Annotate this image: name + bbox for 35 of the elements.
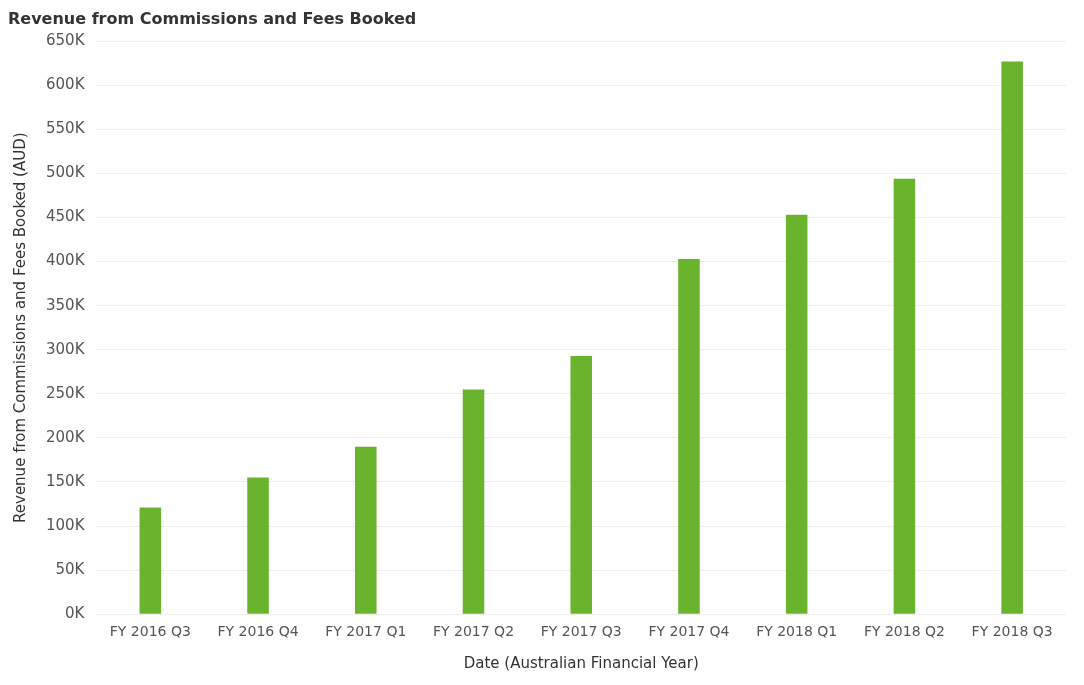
y-tick-label: 100K: [46, 515, 86, 534]
y-tick-label: 50K: [55, 560, 86, 579]
y-tick-label: 550K: [46, 119, 86, 138]
y-tick-label: 400K: [46, 251, 86, 270]
y-tick-label: 650K: [46, 31, 86, 50]
y-tick-label: 600K: [46, 75, 86, 94]
x-tick-label: FY 2016 Q3: [109, 623, 191, 640]
y-tick-label: 350K: [46, 295, 86, 314]
y-tick-label: 500K: [46, 163, 86, 182]
x-tick-label: FY 2017 Q1: [325, 623, 407, 640]
bar: [893, 178, 916, 614]
bar: [139, 507, 162, 614]
y-tick-label: 0K: [65, 604, 86, 623]
bar: [355, 446, 377, 614]
bar: [570, 355, 593, 614]
bar: [1001, 61, 1023, 614]
x-tick-label: FY 2018 Q1: [756, 623, 838, 640]
y-tick-label: 150K: [46, 471, 86, 490]
bar: [678, 258, 700, 614]
y-tick-label: 450K: [46, 207, 86, 226]
x-tick-label: FY 2018 Q2: [863, 623, 945, 640]
bar: [247, 477, 269, 614]
x-tick-label: FY 2016 Q4: [217, 623, 299, 640]
x-tick-label: FY 2018 Q3: [971, 623, 1053, 640]
y-tick-label: 300K: [46, 339, 86, 358]
x-tick-label: FY 2017 Q4: [648, 623, 730, 640]
x-tick-label: FY 2017 Q2: [432, 623, 515, 640]
bar: [785, 214, 808, 614]
x-tick-label: FY 2017 Q3: [540, 623, 622, 640]
x-axis-title: Date (Australian Financial Year): [463, 653, 699, 672]
chart-title: Revenue from Commissions and Fees Booked: [8, 8, 417, 28]
bar: [462, 389, 485, 614]
y-axis-title: Revenue from Commissions and Fees Booked (AUD): [10, 132, 29, 523]
y-tick-label: 200K: [46, 427, 86, 446]
y-tick-label: 250K: [46, 383, 86, 402]
